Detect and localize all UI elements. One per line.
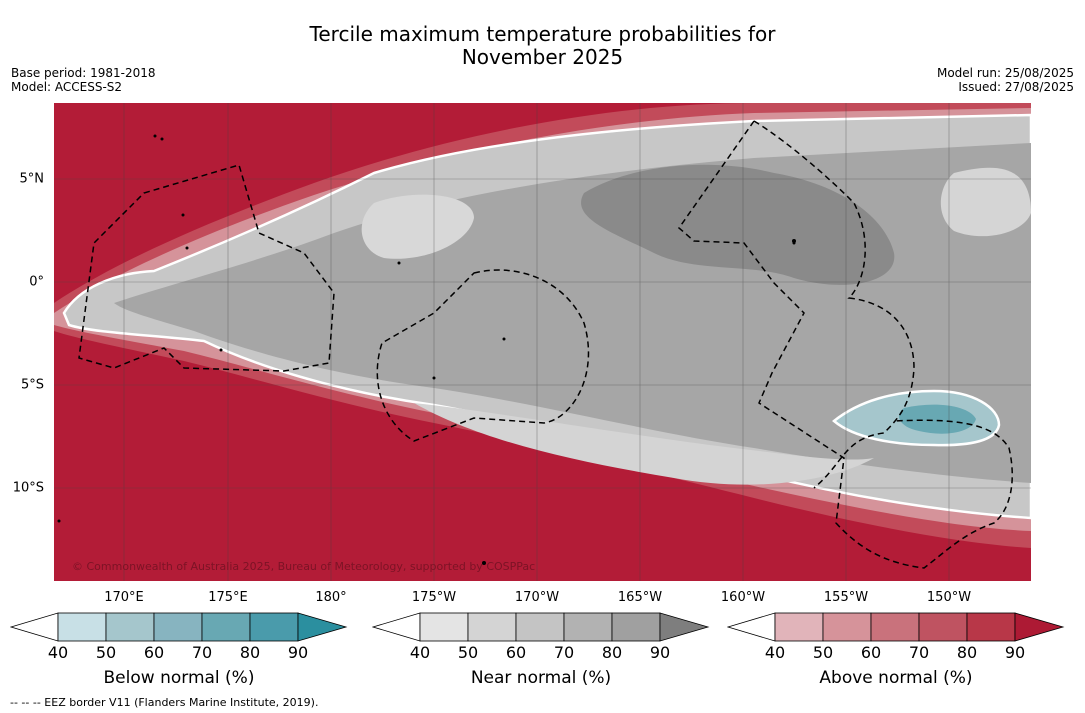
model-name: Model: ACCESS-S2 [11,80,123,94]
colorbar-segment [515,612,565,642]
lon-label-175w: 175°W [411,590,457,605]
lat-label-5n: 5°N [19,171,45,187]
colorbar-under-triangle [372,612,421,642]
colorbar-tick-label: 60 [860,643,882,662]
colorbar-tick-label: 70 [553,643,575,662]
colorbar-tick-label: 40 [47,643,69,662]
colorbar-segment [774,612,824,642]
graticule [54,103,1031,581]
colorbar-under-triangle [727,612,776,642]
lat-label-0: 0° [29,274,44,290]
colorbar-near-normal [372,612,710,642]
colorbar-segment [105,612,155,642]
lon-label-180: 180° [315,590,347,605]
colorbar-tick-label: 60 [143,643,165,662]
colorbar-tick-label: 50 [457,643,479,662]
islands [57,134,796,565]
near-normal-light-south [414,403,874,485]
below-normal-core [899,404,976,434]
colorbar-tick-label: 50 [95,643,117,662]
colorbar-tick-label: 50 [812,643,834,662]
map-title-line-2: November 2025 [461,45,624,69]
colorbar-segment [822,612,872,642]
colorbar-segment [419,612,469,642]
colorbar-tick-label: 80 [239,643,261,662]
lat-label-10s: 10°S [12,480,44,496]
colorbar-segment [467,612,517,642]
near-normal-light-patch-2 [940,167,1031,237]
colorbar-over-triangle [297,612,348,642]
colorbar-title-near: Near normal (%) [470,668,612,688]
colorbar-tick-label: 60 [505,643,527,662]
colorbar-tick-label: 70 [908,643,930,662]
colorbar-over-triangle [1014,612,1065,642]
colorbar-above-normal [727,612,1065,642]
lon-label-155w: 155°W [823,590,869,605]
colorbar-tick-label: 80 [956,643,978,662]
lon-label-150w: 150°W [926,590,972,605]
colorbar-tick-label: 90 [649,643,671,662]
colorbar-segment [918,612,968,642]
issued-date: Issued: 27/08/2025 [958,80,1074,94]
colorbar-under-triangle [10,612,59,642]
colorbar-segment [611,612,661,642]
colorbar-tick-label: 70 [191,643,213,662]
near-normal-dark-patch [581,164,895,285]
colorbar-title-above: Above normal (%) [819,668,973,688]
model-run: Model run: 25/08/2025 [936,66,1074,80]
colorbar-below-normal [10,612,348,642]
base-period: Base period: 1981-2018 [11,66,156,80]
colorbar-tick-label: 90 [287,643,309,662]
map-title-line-1: Tercile maximum temperature probabilitie… [309,22,776,46]
lon-label-175e: 175°E [208,590,248,605]
copyright-notice: © Commonwealth of Australia 2025, Bureau… [72,560,535,573]
colorbar-tick-label: 40 [409,643,431,662]
colorbar-segment [57,612,107,642]
colorbar-segment [249,612,299,642]
colorbar-over-triangle [659,612,710,642]
lon-label-170w: 170°W [514,590,560,605]
probability-map: © Commonwealth of Australia 2025, Bureau… [54,103,1031,581]
lon-label-160w: 160°W [720,590,766,605]
colorbar-segment [563,612,613,642]
colorbar-segment [966,612,1016,642]
lon-label-170e: 170°E [104,590,144,605]
eez-borders [78,120,1013,569]
colorbar-title-below: Below normal (%) [103,668,255,688]
colorbar-tick-label: 40 [764,643,786,662]
eez-footnote: -- -- -- EEZ border V11 (Flanders Marine… [10,696,319,709]
colorbar-tick-label: 90 [1004,643,1026,662]
colorbar-tick-label: 80 [601,643,623,662]
colorbar-segment [153,612,203,642]
near-normal-light-patch [361,194,474,259]
colorbar-segment [870,612,920,642]
colorbar-segment [201,612,251,642]
lat-label-5s: 5°S [20,377,44,393]
lon-label-165w: 165°W [617,590,663,605]
